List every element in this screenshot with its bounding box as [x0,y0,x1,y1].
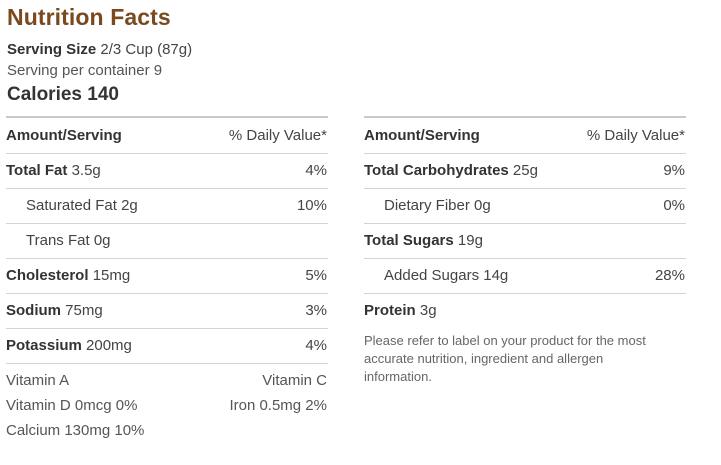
nutrient-name: Total Sugars [364,232,454,249]
nutrient-name: Protein [364,302,416,319]
calories-value: 140 [87,84,119,105]
nutrient-amount: 25g [512,162,538,179]
nutrient-dv: 28% [654,267,685,284]
vitamin-line: Vitamin A Vitamin C [6,368,328,393]
nutrient-dv: 0% [663,197,685,214]
right-nutrient-table: Amount/Serving % Daily Value* Total Carb… [364,116,686,328]
nutrient-amount: 3.5g [71,162,101,179]
nutrient-name: Trans Fat [26,232,90,249]
nutrient-amount: 3g [419,302,437,319]
nutrient-row-cholesterol: Cholesterol 15mg 5% [6,259,328,294]
nutrient-row-protein: Protein 3g [364,294,686,328]
nutrient-row-potassium: Potassium 200mg 4% [6,329,328,364]
daily-value-header: % Daily Value* [586,127,685,144]
nutrient-row-dietary-fiber: Dietary Fiber 0g 0% [364,189,686,224]
table-header: Amount/Serving % Daily Value* [364,116,686,154]
nutrient-row-total-fat: Total Fat 3.5g 4% [6,154,328,189]
serving-size-label: Serving Size [7,41,97,58]
calories-label: Calories [7,84,82,105]
table-header: Amount/Serving % Daily Value* [6,116,328,154]
vitamins-minerals: Vitamin A Vitamin C Vitamin D 0mcg 0% Ir… [6,368,328,443]
nutrient-amount: 0g [474,197,491,214]
nutrient-amount: 2g [121,197,138,214]
iron: Iron 0.5mg 2% [229,397,327,414]
nutrient-name: Total Carbohydrates [364,162,509,179]
nutrient-name: Saturated Fat [26,197,117,214]
nutrient-row-total-sugars: Total Sugars 19g [364,224,686,259]
nutrient-dv: 4% [305,162,327,179]
nutrient-dv: 3% [305,302,327,319]
vitamin-d: Vitamin D 0mcg 0% [6,397,138,414]
nutrient-amount: 200mg [86,337,132,354]
serving-size: Serving Size 2/3 Cup (87g) [7,41,192,58]
vitamin-line: Vitamin D 0mcg 0% Iron 0.5mg 2% [6,393,328,418]
vitamin-c: Vitamin C [262,372,327,389]
serving-size-value: 2/3 Cup (87g) [100,41,193,58]
nutrient-row-added-sugars: Added Sugars 14g 28% [364,259,686,294]
nutrient-name: Sodium [6,302,61,319]
nutrient-name: Added Sugars [384,267,480,284]
nutrient-amount: 15mg [92,267,131,284]
disclaimer-note: Please refer to label on your product fo… [364,333,646,384]
nutrient-name: Cholesterol [6,267,89,284]
nutrient-dv: 10% [296,197,327,214]
nutrient-dv: 4% [305,337,327,354]
nutrient-amount: 19g [457,232,483,249]
nutrient-name: Potassium [6,337,82,354]
left-nutrient-table: Amount/Serving % Daily Value* Total Fat … [6,116,328,364]
nutrient-row-trans-fat: Trans Fat 0g [6,224,328,259]
nutrient-name: Total Fat [6,162,68,179]
nutrient-row-sodium: Sodium 75mg 3% [6,294,328,329]
nutrient-row-total-carbohydrates: Total Carbohydrates 25g 9% [364,154,686,189]
servings-per-container: Serving per container 9 [7,62,163,79]
nutrition-facts-title: Nutrition Facts [7,4,171,30]
calories: Calories 140 [7,84,119,106]
nutrient-amount: 14g [483,267,509,284]
amount-serving-header: Amount/Serving [364,127,480,144]
calcium: Calcium 130mg 10% [6,422,145,439]
amount-serving-header: Amount/Serving [6,127,122,144]
nutrient-amount: 75mg [65,302,103,319]
daily-value-header: % Daily Value* [228,127,327,144]
nutrient-amount: 0g [93,232,111,249]
nutrient-dv: 9% [663,162,685,179]
nutrient-name: Dietary Fiber [384,197,470,214]
vitamin-a: Vitamin A [6,372,70,389]
nutrient-dv: 5% [305,267,327,284]
vitamin-line: Calcium 130mg 10% [6,418,328,443]
nutrient-row-saturated-fat: Saturated Fat 2g 10% [6,189,328,224]
